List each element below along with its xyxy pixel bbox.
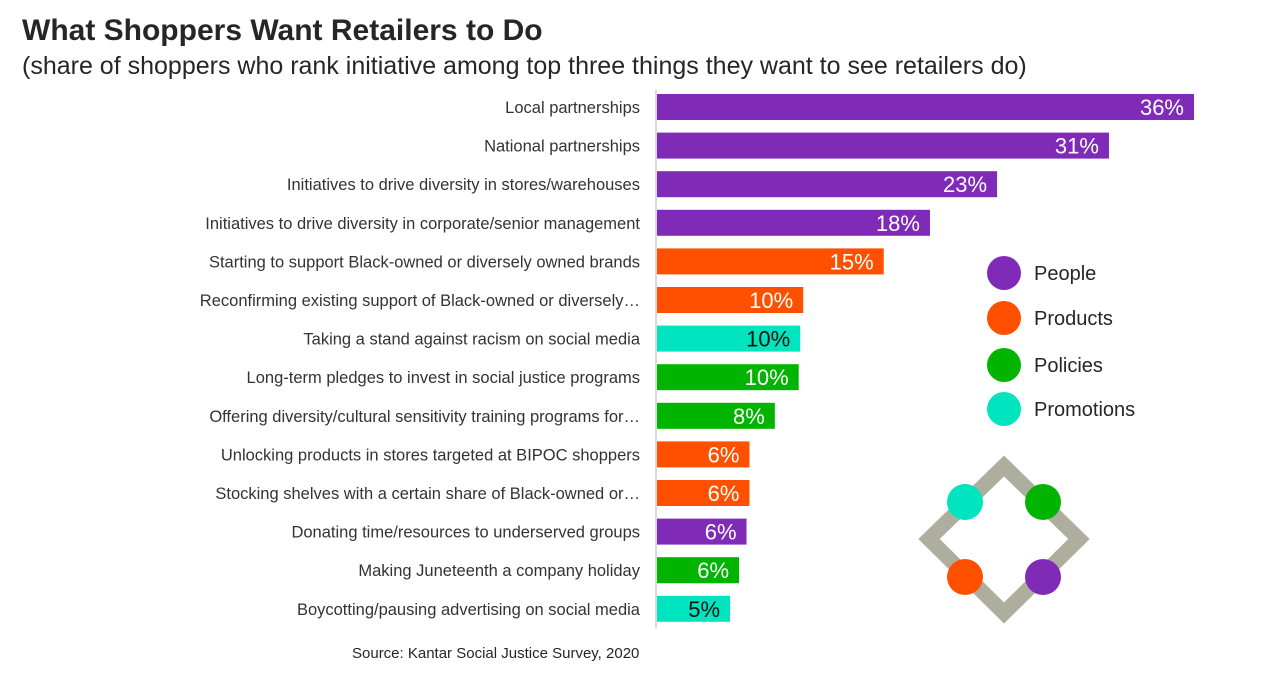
data-label: 18% — [876, 211, 920, 236]
source-note: Source: Kantar Social Justice Survey, 20… — [352, 645, 640, 662]
category-label: National partnerships — [484, 138, 640, 156]
legend-marker-people — [987, 256, 1021, 290]
bar-9 — [657, 402, 775, 429]
data-label: 10% — [746, 327, 790, 352]
category-label: Making Juneteenth a company holiday — [358, 562, 640, 580]
diamond-dot-promotions — [947, 484, 983, 520]
category-label: Long-term pledges to invest in social ju… — [247, 369, 640, 387]
data-label: 6% — [697, 558, 729, 583]
bar-12 — [657, 518, 747, 545]
bar-5 — [657, 248, 884, 275]
bar-14 — [657, 595, 731, 622]
category-label: Initiatives to drive diversity in stores… — [287, 176, 640, 194]
diamond-dot-people — [1025, 559, 1061, 595]
category-label: Initiatives to drive diversity in corpor… — [205, 215, 640, 233]
category-label: Offering diversity/cultural sensitivity … — [209, 408, 640, 426]
category-label: Taking a stand against racism on social … — [303, 331, 640, 349]
bar-1 — [657, 94, 1194, 120]
chart-subtitle: (share of shoppers who rank initiative a… — [22, 52, 1027, 80]
data-label: 6% — [705, 520, 737, 545]
bar-10 — [657, 441, 750, 468]
category-label: Donating time/resources to underserved g… — [291, 524, 640, 542]
legend-label: Policies — [1034, 355, 1103, 377]
bar-3 — [657, 171, 998, 198]
diamond-graphic — [918, 455, 1090, 624]
data-label: 6% — [708, 481, 740, 506]
bar-4 — [657, 209, 930, 236]
category-label: Boycotting/pausing advertising on social… — [297, 601, 641, 619]
diamond-dot-policies — [1025, 484, 1061, 520]
category-label: Starting to support Black-owned or diver… — [209, 253, 640, 271]
legend-marker-products — [987, 301, 1021, 335]
category-label: Reconfirming existing support of Black-o… — [200, 292, 640, 310]
data-label: 31% — [1055, 134, 1099, 159]
category-label: Stocking shelves with a certain share of… — [215, 485, 640, 503]
diamond-dot-products — [947, 559, 983, 595]
bar-8 — [657, 364, 799, 391]
category-label: Local partnerships — [505, 99, 640, 117]
bar-6 — [657, 287, 804, 313]
data-label: 15% — [830, 249, 874, 274]
data-label: 23% — [943, 172, 987, 197]
legend-marker-promotions — [987, 392, 1021, 426]
data-label: 6% — [708, 442, 740, 467]
bar-13 — [657, 557, 740, 584]
data-label: 10% — [749, 288, 793, 313]
data-label: 10% — [745, 365, 789, 390]
bar-11 — [657, 480, 750, 506]
bar-2 — [657, 132, 1109, 159]
data-label: 5% — [688, 597, 720, 622]
legend-label: People — [1034, 263, 1096, 285]
category-label: Unlocking products in stores targeted at… — [221, 446, 640, 464]
data-label: 8% — [733, 404, 765, 429]
data-label: 36% — [1140, 95, 1184, 120]
legend-marker-policies — [987, 348, 1021, 382]
legend-label: Promotions — [1034, 399, 1135, 421]
legend-label: Products — [1034, 308, 1113, 330]
bar-7 — [657, 325, 801, 352]
chart-title: What Shoppers Want Retailers to Do — [22, 14, 543, 47]
